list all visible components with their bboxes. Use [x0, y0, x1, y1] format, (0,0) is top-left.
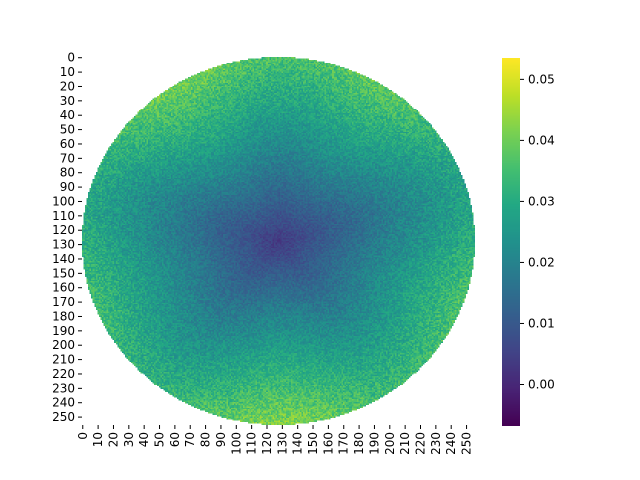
y-tick-label: 100	[52, 194, 75, 208]
x-tick-label: 200	[383, 432, 397, 455]
x-tick-label: 30	[122, 432, 136, 447]
colorbar-axis: 0.00 0.01 0.02 0.03 0.04 0.05	[520, 72, 555, 392]
heatmap-area	[82, 57, 475, 425]
x-tick-label: 60	[168, 432, 182, 447]
colorbar: 0.00 0.01 0.02 0.03 0.04 0.05	[502, 58, 555, 426]
y-tick-label: 80	[60, 166, 75, 180]
x-tick-label: 70	[183, 432, 197, 447]
y-tick-label: 210	[52, 353, 75, 367]
x-tick-label: 80	[199, 432, 213, 447]
y-tick-label: 50	[60, 123, 75, 137]
x-tick-label: 130	[275, 432, 289, 455]
y-tick-label: 130	[52, 238, 75, 252]
y-tick-label: 10	[60, 65, 75, 79]
x-tick-label: 250	[460, 432, 474, 455]
x-tick-label: 240	[444, 432, 458, 455]
y-tick-label: 250	[52, 410, 75, 424]
colorbar-tick-label: 0.01	[528, 316, 555, 330]
x-tick-label: 110	[245, 432, 259, 455]
x-tick-label: 100	[229, 432, 243, 455]
colorbar-tick-label: 0.02	[528, 255, 555, 269]
x-tick-label: 140	[291, 432, 305, 455]
x-tick-label: 190	[367, 432, 381, 455]
y-tick-label: 220	[52, 367, 75, 381]
x-tick-label: 230	[429, 432, 443, 455]
x-tick-label: 40	[137, 432, 151, 447]
x-tick-label: 90	[214, 432, 228, 447]
y-tick-label: 160	[52, 281, 75, 295]
x-tick-label: 170	[337, 432, 351, 455]
y-tick-label: 30	[60, 94, 75, 108]
colorbar-gradient	[502, 58, 520, 426]
x-tick-label: 120	[260, 432, 274, 455]
y-tick-label: 190	[52, 324, 75, 338]
y-tick-label: 140	[52, 252, 75, 266]
x-tick-label: 0	[76, 432, 90, 440]
x-axis: 0 10 20 30 40 50 60 70 80 90 100 110 120 130 140 150 160…	[76, 425, 474, 455]
x-tick-label: 50	[153, 432, 167, 447]
y-tick-label: 70	[60, 151, 75, 165]
x-tick-label: 160	[321, 432, 335, 455]
x-tick-label: 180	[352, 432, 366, 455]
y-tick-label: 90	[60, 180, 75, 194]
y-tick-label: 120	[52, 223, 75, 237]
colorbar-tick-label: 0.03	[528, 194, 555, 208]
y-tick-label: 60	[60, 137, 75, 151]
x-tick-label: 150	[306, 432, 320, 455]
colorbar-tick-label: 0.04	[528, 133, 555, 147]
y-tick-label: 240	[52, 396, 75, 410]
y-tick-label: 20	[60, 79, 75, 93]
x-tick-label: 10	[91, 432, 105, 447]
colorbar-tick-label: 0.00	[528, 378, 555, 392]
y-tick-label: 200	[52, 338, 75, 352]
y-tick-label: 150	[52, 266, 75, 280]
x-tick-label: 20	[106, 432, 120, 447]
y-tick-label: 230	[52, 381, 75, 395]
colorbar-tick-label: 0.05	[528, 72, 555, 86]
y-tick-label: 40	[60, 108, 75, 122]
heatmap-image	[82, 57, 475, 425]
x-tick-label: 220	[414, 432, 428, 455]
y-tick-label: 0	[67, 51, 75, 65]
x-tick-label: 210	[398, 432, 412, 455]
y-tick-label: 110	[52, 209, 75, 223]
y-axis: 0102030405060708090100110120130140150160…	[52, 51, 82, 424]
y-tick-label: 170	[52, 295, 75, 309]
y-tick-label: 180	[52, 309, 75, 323]
